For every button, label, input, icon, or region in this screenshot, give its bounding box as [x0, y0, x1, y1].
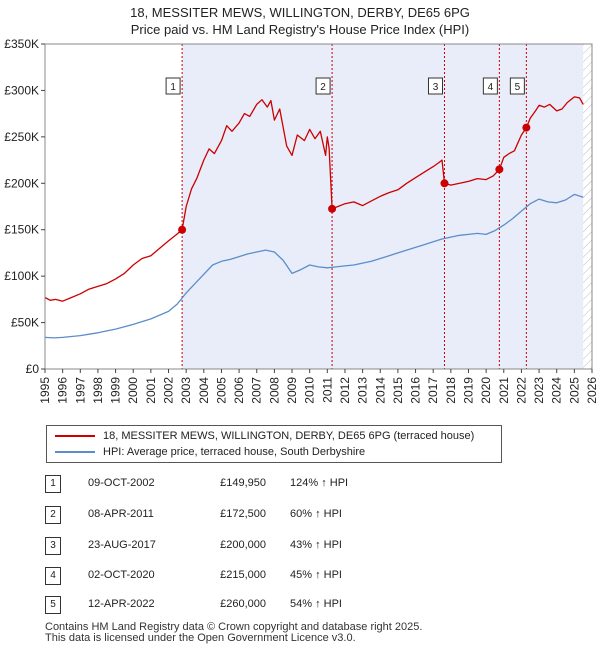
x-tick-label: 2022: [514, 377, 528, 404]
x-tick-label: 2008: [267, 377, 281, 404]
x-tick-label: 2020: [479, 377, 493, 404]
legend-swatch-property: [55, 435, 95, 437]
sale-price: £172,500: [220, 508, 266, 520]
x-tick-label: 2021: [497, 377, 511, 404]
legend-label-property: 18, MESSITER MEWS, WILLINGTON, DERBY, DE…: [103, 430, 475, 442]
sale-date: 02-OCT-2020: [88, 569, 155, 581]
holding-period-band: [526, 44, 584, 369]
holding-period-band: [499, 44, 527, 369]
sale-marker-label: 1: [170, 82, 176, 93]
sale-number-badge: 3: [45, 537, 61, 555]
y-tick-label: £300K: [4, 83, 39, 97]
legend: 18, MESSITER MEWS, WILLINGTON, DERBY, DE…: [46, 425, 502, 463]
sale-marker-box: [315, 77, 331, 95]
sale-marker-label: 3: [433, 82, 439, 93]
sale-marker-label: 2: [320, 82, 326, 93]
sale-date: 09-OCT-2002: [88, 477, 155, 489]
y-tick-label: £100K: [4, 269, 39, 283]
sale-hpi-change: 54% ↑ HPI: [290, 598, 342, 610]
x-tick-label: 2009: [285, 377, 299, 404]
sale-date: 23-AUG-2017: [88, 539, 156, 551]
y-tick-label: £0: [26, 362, 40, 376]
chart-title-line2: Price paid vs. HM Land Registry's House …: [130, 22, 470, 37]
sale-marker-box: [427, 77, 443, 95]
sale-hpi-change: 60% ↑ HPI: [290, 508, 342, 520]
plot-frame: [44, 43, 593, 370]
price-chart: 1 2 3 4 5 £0 £50K £100K £150K £200K £250K £300K £350…: [4, 37, 599, 404]
x-tick-label: 1997: [73, 377, 87, 404]
x-tick-label: 2004: [197, 377, 211, 404]
sale-number-badge: 5: [45, 596, 61, 614]
x-tick-label: 2026: [585, 377, 599, 404]
sale-price: £215,000: [220, 569, 266, 581]
sale-number-badge: 1: [45, 475, 61, 493]
x-tick-label: 2012: [338, 377, 352, 404]
sale-point: [178, 225, 187, 234]
sale-hpi-change: 124% ↑ HPI: [290, 477, 349, 489]
sale-marker-label: 4: [488, 82, 494, 93]
sale-date: 08-APR-2011: [88, 508, 154, 520]
x-tick-label: 1998: [91, 377, 105, 404]
x-tick-label: 2011: [320, 377, 334, 403]
sale-date: 12-APR-2022: [88, 598, 155, 610]
sale-marker-label: 5: [515, 82, 521, 93]
sale-point: [328, 204, 337, 213]
chart-title-line1: 18, MESSITER MEWS, WILLINGTON, DERBY, DE…: [130, 5, 470, 20]
x-tick-label: 2002: [162, 377, 176, 404]
x-tick-label: 2003: [179, 377, 193, 404]
legend-label-hpi: HPI: Average price, terraced house, Sout…: [103, 446, 366, 458]
sale-point: [440, 179, 449, 188]
x-tick-label: 2023: [532, 377, 546, 404]
sale-price: £260,000: [220, 598, 266, 610]
x-tick-label: 2016: [409, 377, 423, 404]
x-tick-label: 2024: [550, 377, 564, 404]
x-tick-label: 2014: [373, 377, 387, 404]
x-tick-label: 2025: [567, 377, 581, 404]
holding-period-band: [182, 44, 333, 369]
holding-period-band: [332, 44, 445, 369]
y-tick-label: £150K: [4, 223, 39, 237]
x-tick-label: 2015: [391, 377, 405, 404]
x-tick-label: 1996: [56, 377, 70, 404]
x-tick-label: 2018: [444, 377, 458, 404]
forecast-hatch: [583, 44, 592, 369]
sale-number-badge: 4: [45, 567, 61, 585]
sale-hpi-change: 45% ↑ HPI: [290, 569, 342, 581]
x-tick-label: 2006: [232, 377, 246, 404]
x-tick-label: 1999: [109, 377, 123, 404]
y-tick-label: £200K: [4, 176, 39, 190]
property-price-line: [44, 96, 584, 302]
sale-marker-box: [509, 77, 525, 95]
sale-point: [522, 123, 531, 132]
y-tick-label: £50K: [11, 316, 39, 330]
x-tick-label: 1995: [38, 377, 52, 404]
holding-period-band: [444, 44, 500, 369]
x-tick-label: 2010: [303, 377, 317, 404]
sale-price: £200,000: [220, 539, 266, 551]
x-tick-label: 2013: [356, 377, 370, 404]
sale-point: [495, 165, 504, 174]
hpi-line: [44, 193, 584, 339]
x-tick-label: 2001: [144, 377, 158, 404]
sale-price: £149,950: [220, 477, 266, 489]
sale-marker-box: [165, 77, 181, 95]
legend-swatch-hpi: [55, 451, 95, 453]
y-tick-label: £250K: [4, 130, 39, 144]
x-tick-label: 2000: [126, 377, 140, 404]
sale-hpi-change: 43% ↑ HPI: [290, 539, 342, 551]
footer: Contains HM Land Registry data © Crown c…: [45, 622, 422, 644]
y-tick-label: £350K: [4, 37, 39, 51]
chart-title: 18, MESSITER MEWS, WILLINGTON, DERBY, DE…: [0, 4, 600, 38]
x-tick-label: 2019: [461, 377, 475, 404]
sale-number-badge: 2: [45, 506, 61, 524]
footer-licence: This data is licensed under the Open Gov…: [45, 632, 356, 644]
footer-copyright: Contains HM Land Registry data © Crown c…: [45, 621, 423, 633]
x-tick-label: 2017: [426, 377, 440, 404]
x-tick-label: 2007: [250, 377, 264, 404]
sale-marker-box: [482, 77, 498, 95]
x-tick-label: 2005: [214, 377, 228, 404]
